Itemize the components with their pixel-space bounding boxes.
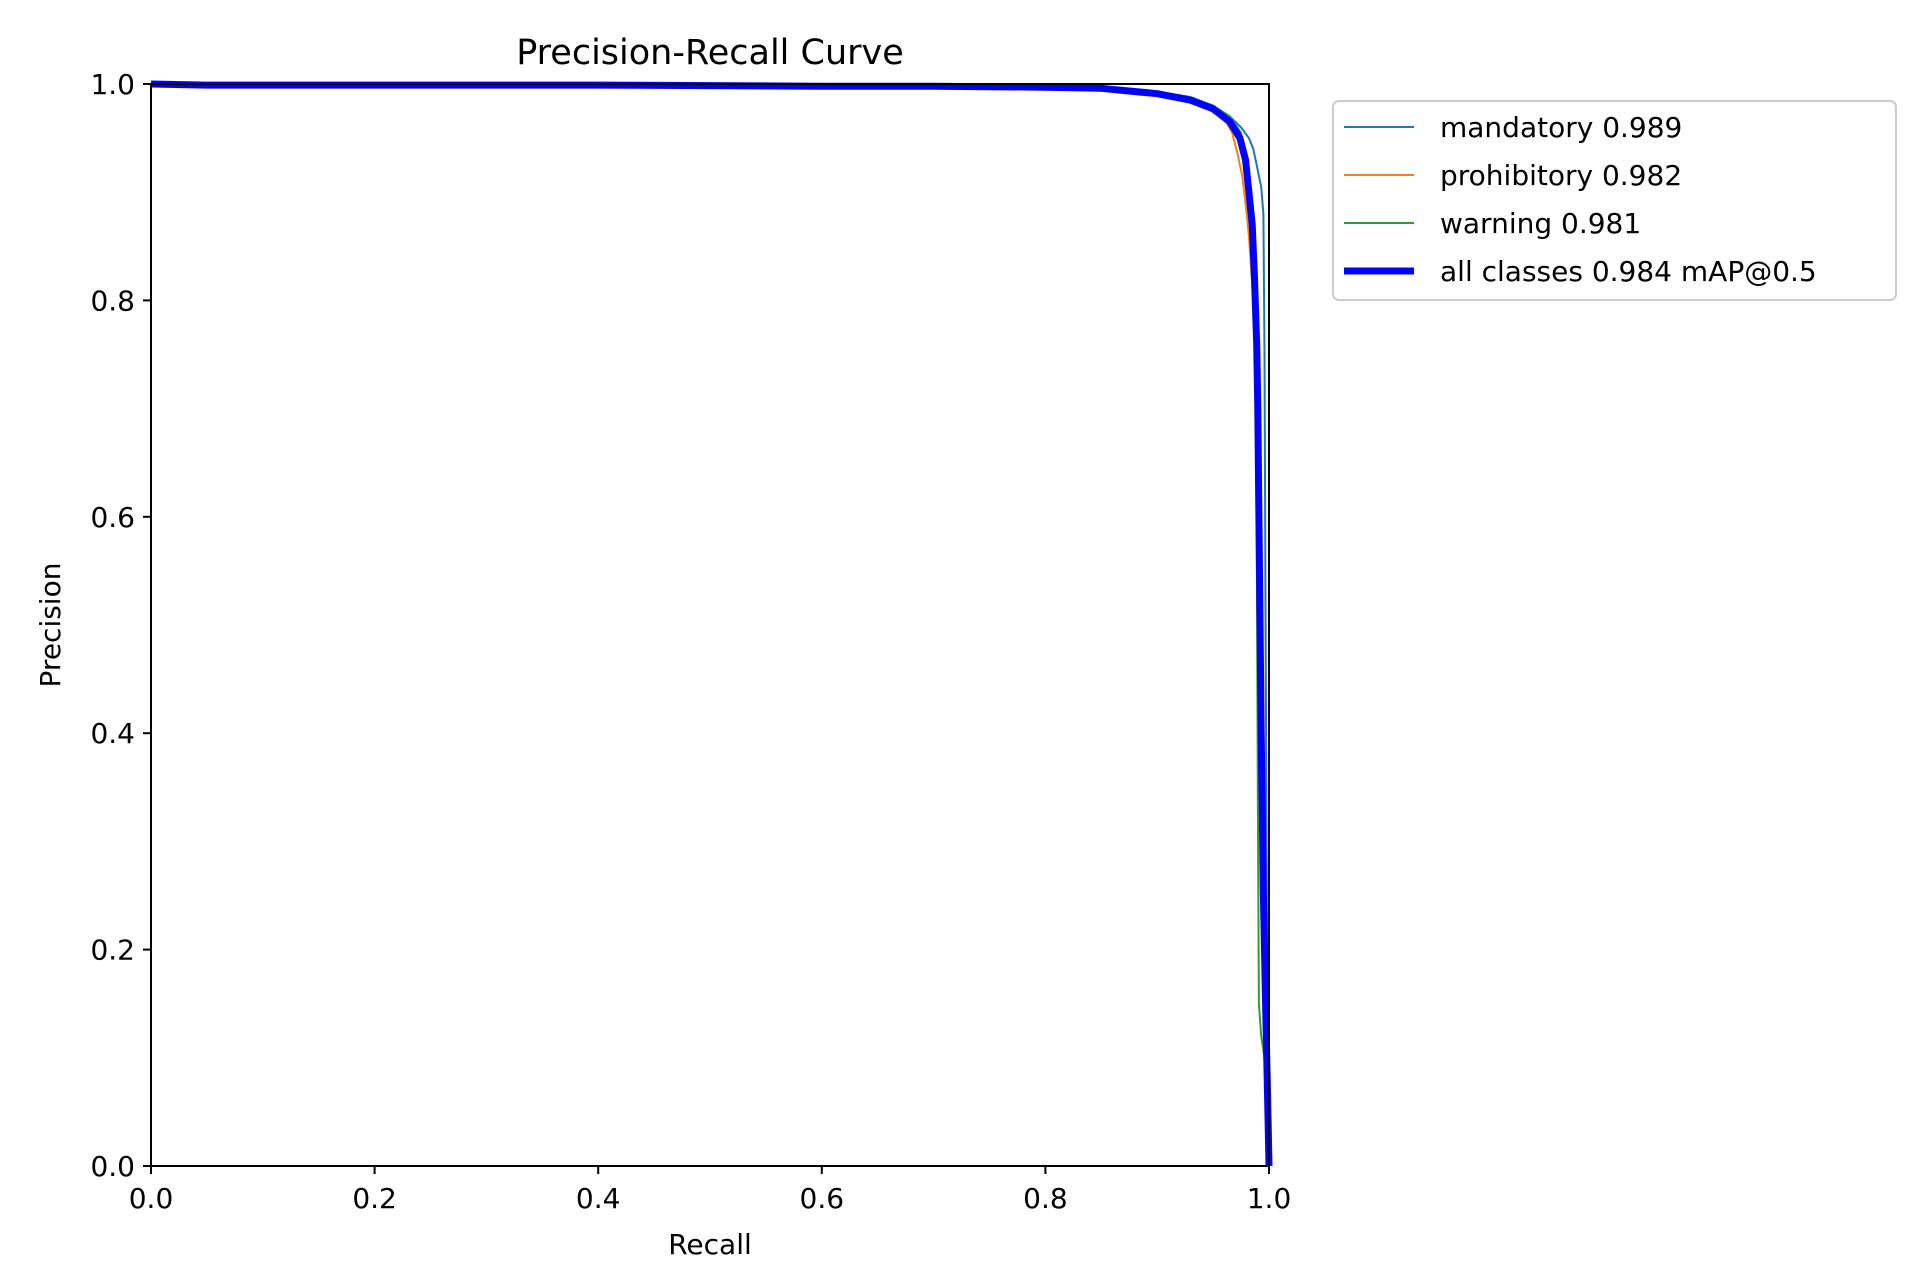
legend-label: mandatory 0.989 <box>1440 111 1682 144</box>
y-tick-label: 0.4 <box>90 717 135 750</box>
series-line-0 <box>150 83 1270 1167</box>
y-tick-label: 0.8 <box>90 284 135 317</box>
legend-entries: mandatory 0.989 prohibitory 0.982 warning … <box>1344 111 1817 288</box>
x-tick-label: 0.4 <box>576 1182 621 1215</box>
y-tick-label: 0.6 <box>90 501 135 534</box>
y-tick-label: 0.0 <box>90 1150 135 1183</box>
chart-title: Precision-Recall Curve <box>516 33 904 73</box>
x-tick-label: 0.0 <box>129 1182 174 1215</box>
plot-lines <box>150 80 1273 1167</box>
plot-frame <box>150 83 1270 1167</box>
x-tick-label: 0.2 <box>352 1182 397 1215</box>
y-axis-ticks: 0.0 0.2 0.4 0.6 0.8 1.0 <box>90 68 151 1183</box>
y-tick-label: 0.2 <box>90 934 135 967</box>
legend-label: warning 0.981 <box>1440 207 1641 240</box>
x-tick-label: 1.0 <box>1247 1182 1292 1215</box>
y-tick-label: 1.0 <box>90 68 135 101</box>
y-axis-label: Precision <box>34 563 67 688</box>
x-tick-label: 0.8 <box>1023 1182 1068 1215</box>
series-line-2 <box>150 83 1270 1167</box>
legend-box <box>1332 100 1897 301</box>
series-line-3 <box>150 80 1273 1167</box>
legend-label: all classes 0.984 mAP@0.5 <box>1440 255 1817 288</box>
x-tick-label: 0.6 <box>800 1182 845 1215</box>
x-axis-ticks: 0.0 0.2 0.4 0.6 0.8 1.0 <box>129 1166 1292 1215</box>
legend-label: prohibitory 0.982 <box>1440 159 1682 192</box>
legend: mandatory 0.989 prohibitory 0.982 warning … <box>1332 100 1897 301</box>
x-axis-label: Recall <box>668 1228 752 1261</box>
series-line-1 <box>150 83 1270 1167</box>
